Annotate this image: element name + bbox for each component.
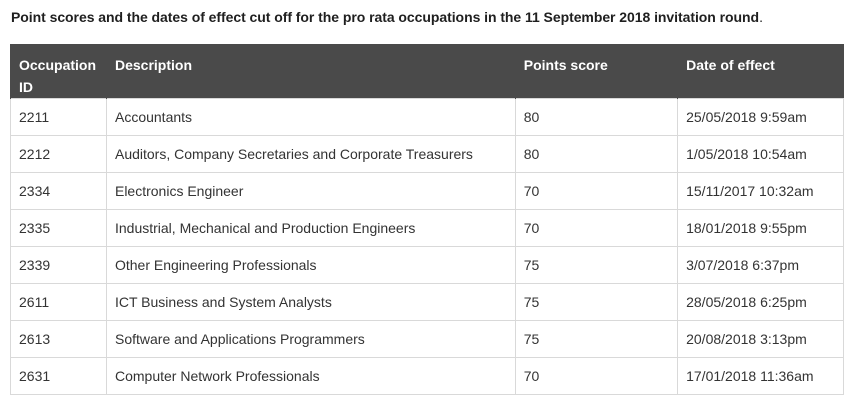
table-row: 2613 Software and Applications Programme…: [10, 320, 844, 358]
table-row: 2212 Auditors, Company Secretaries and C…: [10, 135, 844, 173]
cell-occupation-id: 2334: [10, 172, 107, 210]
cell-occupation-id: 2613: [10, 320, 107, 358]
cell-occupation-id: 2631: [10, 357, 107, 395]
table-row: 2211 Accountants 80 25/05/2018 9:59am: [10, 98, 844, 136]
cell-description: Software and Applications Programmers: [105, 320, 516, 358]
cell-occupation-id: 2211: [10, 98, 107, 136]
cell-points-score: 80: [514, 135, 679, 173]
cell-date-of-effect: 25/05/2018 9:59am: [677, 98, 844, 136]
cell-date-of-effect: 15/11/2017 10:32am: [677, 172, 844, 210]
cell-points-score: 70: [514, 172, 679, 210]
cell-date-of-effect: 1/05/2018 10:54am: [677, 135, 844, 173]
table-row: 2631 Computer Network Professionals 70 1…: [10, 357, 844, 395]
cell-date-of-effect: 28/05/2018 6:25pm: [677, 283, 844, 321]
cell-description: Industrial, Mechanical and Production En…: [105, 209, 516, 247]
cell-occupation-id: 2611: [10, 283, 107, 321]
cell-occupation-id: 2212: [10, 135, 107, 173]
cell-date-of-effect: 3/07/2018 6:37pm: [677, 246, 844, 284]
cell-points-score: 80: [514, 98, 679, 136]
cell-description: Auditors, Company Secretaries and Corpor…: [105, 135, 516, 173]
cell-occupation-id: 2339: [10, 246, 107, 284]
cell-occupation-id: 2335: [10, 209, 107, 247]
table-caption: Point scores and the dates of effect cut…: [11, 9, 763, 25]
cell-description: Accountants: [105, 98, 516, 136]
cell-points-score: 75: [514, 320, 679, 358]
header-occupation-id-line1: Occupation: [19, 57, 97, 73]
header-occupation-id: Occupation ID: [10, 44, 107, 99]
table-row: 2334 Electronics Engineer 70 15/11/2017 …: [10, 172, 844, 210]
cell-description: Electronics Engineer: [105, 172, 516, 210]
cell-points-score: 70: [514, 357, 679, 395]
header-description: Description: [105, 44, 516, 99]
cell-date-of-effect: 18/01/2018 9:55pm: [677, 209, 844, 247]
table-row: 2339 Other Engineering Professionals 75 …: [10, 246, 844, 284]
occupation-scores-table: Occupation ID Description Points score Da…: [10, 44, 844, 395]
cell-description: ICT Business and System Analysts: [105, 283, 516, 321]
header-points-score: Points score: [514, 44, 678, 99]
cell-points-score: 75: [514, 283, 679, 321]
header-date-of-effect: Date of effect: [677, 44, 844, 99]
header-row: Occupation ID Description Points score Da…: [10, 44, 844, 99]
table-row: 2335 Industrial, Mechanical and Producti…: [10, 209, 844, 247]
cell-date-of-effect: 20/08/2018 3:13pm: [677, 320, 844, 358]
header-occupation-id-line2: ID: [19, 79, 33, 95]
table-row: 2611 ICT Business and System Analysts 75…: [10, 283, 844, 321]
cell-points-score: 75: [514, 246, 679, 284]
table-body: 2211 Accountants 80 25/05/2018 9:59am 22…: [10, 98, 844, 395]
table-header: Occupation ID Description Points score Da…: [10, 44, 844, 99]
caption-period: .: [759, 9, 763, 25]
caption-text: Point scores and the dates of effect cut…: [11, 9, 760, 25]
cell-points-score: 70: [514, 209, 679, 247]
cell-date-of-effect: 17/01/2018 11:36am: [677, 357, 844, 395]
cell-description: Computer Network Professionals: [105, 357, 516, 395]
cell-description: Other Engineering Professionals: [105, 246, 516, 284]
